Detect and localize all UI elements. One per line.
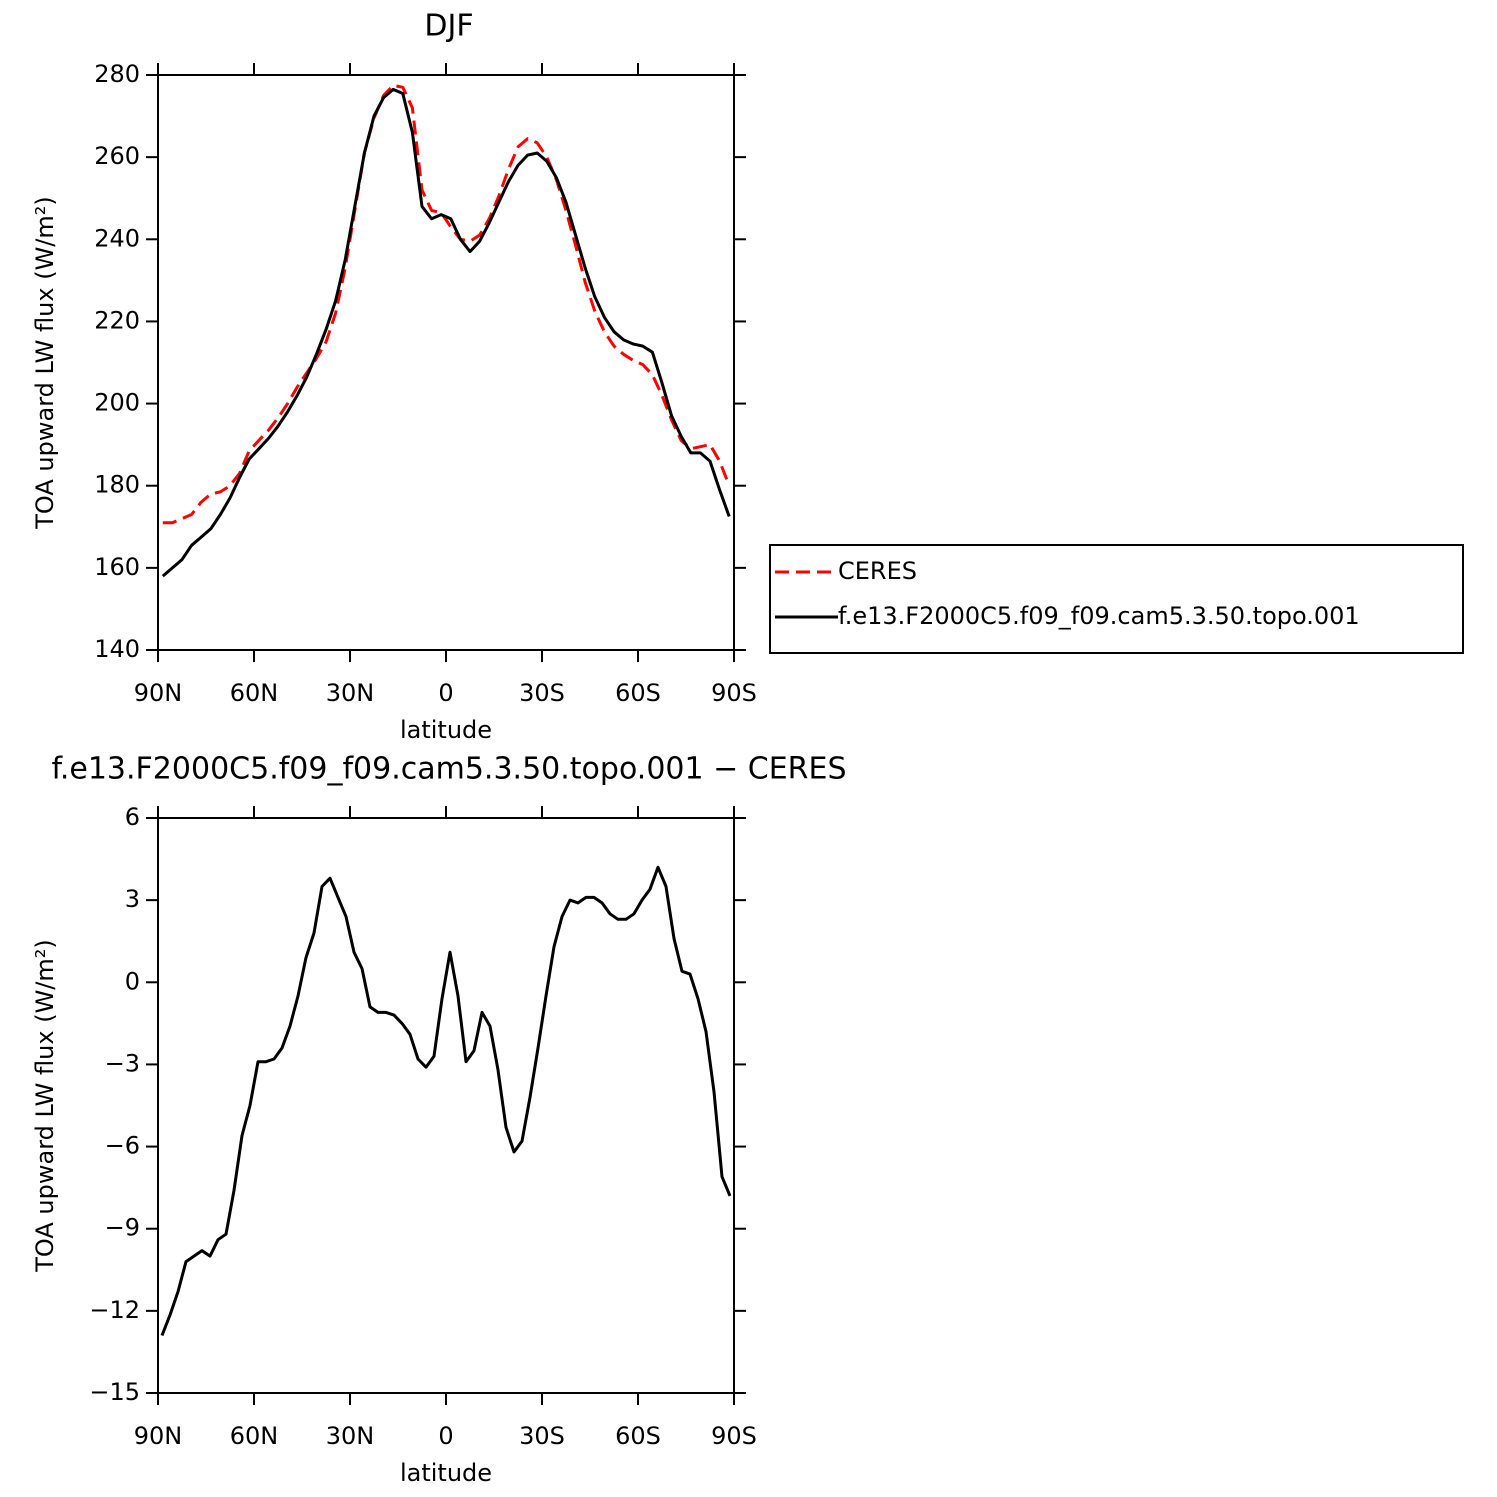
data-line — [161, 87, 731, 578]
y-tick-label: 280 — [94, 60, 140, 88]
chart-title: f.e13.F2000C5.f09_f09.cam5.3.50.topo.001… — [51, 752, 846, 787]
x-tick-label: 60N — [230, 679, 279, 707]
y-tick-label: −3 — [105, 1049, 140, 1077]
x-tick-label: 60S — [615, 1422, 661, 1450]
y-tick-label: 0 — [125, 967, 140, 995]
y-tick-label: 160 — [94, 553, 140, 581]
x-tick-label: 0 — [438, 1422, 453, 1450]
x-tick-label: 60S — [615, 679, 661, 707]
x-tick-label: 90S — [711, 679, 757, 707]
legend-label: CERES — [838, 557, 917, 585]
y-axis-label: TOA upward LW flux (W/m²) — [31, 939, 59, 1273]
plot-frame — [157, 74, 735, 651]
y-axis-label: TOA upward LW flux (W/m²) — [31, 196, 59, 530]
y-tick-label: −9 — [105, 1214, 140, 1242]
legend-box — [769, 544, 1464, 654]
y-tick-label: −6 — [105, 1132, 140, 1160]
x-tick-label: 90S — [711, 1422, 757, 1450]
x-tick-label: 60N — [230, 1422, 279, 1450]
x-tick-label: 30S — [519, 679, 565, 707]
y-tick-label: 240 — [94, 224, 140, 252]
x-tick-label: 30N — [326, 1422, 375, 1450]
data-line — [160, 865, 732, 1337]
y-tick-label: 200 — [94, 389, 140, 417]
legend-label: f.e13.F2000C5.f09_f09.cam5.3.50.topo.001 — [838, 602, 1360, 630]
y-tick-label: 3 — [125, 885, 140, 913]
x-axis-label: latitude — [400, 1459, 492, 1487]
y-tick-label: 220 — [94, 306, 140, 334]
y-tick-label: 180 — [94, 471, 140, 499]
chart-title: DJF — [424, 9, 473, 44]
x-tick-label: 30N — [326, 679, 375, 707]
x-tick-label: 0 — [438, 679, 453, 707]
data-line — [162, 83, 731, 525]
x-tick-label: 30S — [519, 1422, 565, 1450]
x-axis-label: latitude — [400, 716, 492, 744]
x-tick-label: 90N — [134, 679, 183, 707]
y-tick-label: 140 — [94, 635, 140, 663]
y-tick-label: 260 — [94, 142, 140, 170]
plot-frame — [157, 817, 735, 1394]
x-tick-label: 90N — [134, 1422, 183, 1450]
y-tick-label: −12 — [89, 1296, 140, 1324]
y-tick-label: −15 — [89, 1378, 140, 1406]
y-tick-label: 6 — [125, 803, 140, 831]
